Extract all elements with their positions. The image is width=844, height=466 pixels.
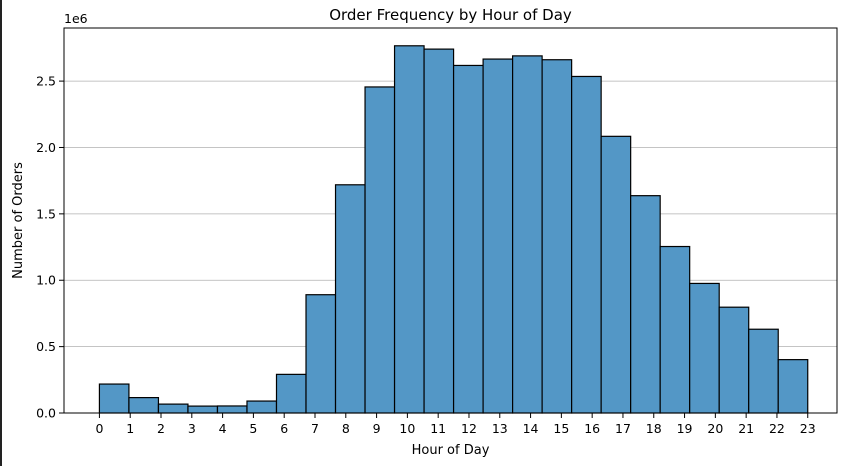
x-tick-label: 22 bbox=[769, 421, 785, 436]
bar-hour-0 bbox=[98, 383, 130, 414]
bar-hour-21 bbox=[718, 306, 750, 414]
bar-hour-22 bbox=[748, 328, 779, 414]
bar-hour-12 bbox=[452, 64, 484, 414]
bar-hour-9 bbox=[364, 86, 396, 414]
x-tick-label: 10 bbox=[399, 421, 415, 436]
y-axis-offset-label: 1e6 bbox=[64, 11, 88, 26]
x-tick-label: 23 bbox=[800, 421, 816, 436]
x-axis-ticks: 0 1 2 3 4 5 6 7 8 9 10 11 12 13 14 15 16 17 18 19 20 21 22 23 bbox=[95, 413, 816, 436]
bars bbox=[98, 45, 809, 414]
plot-frame bbox=[63, 27, 838, 414]
x-tick-label: 0 bbox=[95, 421, 103, 436]
x-tick-label: 12 bbox=[461, 421, 477, 436]
x-tick-label: 17 bbox=[615, 421, 631, 436]
x-tick-label: 7 bbox=[311, 421, 319, 436]
x-tick-label: 19 bbox=[677, 421, 693, 436]
bar-hour-17 bbox=[600, 135, 632, 414]
y-axis-label: Number of Orders bbox=[11, 162, 26, 279]
y-tick-label: 2.0 bbox=[36, 140, 56, 155]
x-tick-label: 16 bbox=[584, 421, 600, 436]
bar-hour-4 bbox=[216, 405, 248, 414]
y-tick-label: 1.0 bbox=[36, 273, 56, 288]
x-tick-label: 3 bbox=[188, 421, 196, 436]
y-tick-label: 1.5 bbox=[36, 206, 56, 221]
bar-hour-2 bbox=[157, 403, 189, 414]
bar-hour-7 bbox=[305, 294, 337, 414]
bar-hour-8 bbox=[334, 184, 366, 414]
y-tick-label: 0.5 bbox=[36, 339, 56, 354]
bar-hour-20 bbox=[689, 282, 720, 414]
x-tick-label: 21 bbox=[738, 421, 754, 436]
bar-hour-10 bbox=[393, 45, 425, 414]
bar-hour-3 bbox=[187, 405, 219, 414]
bar-hour-6 bbox=[275, 373, 307, 414]
bar-hour-5 bbox=[246, 400, 278, 414]
bar-hour-19 bbox=[659, 245, 691, 414]
x-tick-label: 11 bbox=[430, 421, 446, 436]
x-tick-label: 8 bbox=[342, 421, 350, 436]
x-axis-label: Hour of Day bbox=[412, 443, 490, 458]
bar-hour-14 bbox=[512, 55, 543, 414]
x-tick-label: 5 bbox=[249, 421, 257, 436]
y-tick-label: 0.0 bbox=[36, 406, 56, 421]
x-tick-label: 15 bbox=[553, 421, 569, 436]
x-tick-label: 9 bbox=[373, 421, 381, 436]
x-tick-label: 13 bbox=[492, 421, 508, 436]
y-axis-ticks: 0.0 0.5 1.0 1.5 2.0 2.5 bbox=[36, 74, 64, 421]
x-tick-label: 1 bbox=[126, 421, 134, 436]
bar-hour-13 bbox=[482, 58, 514, 414]
x-tick-label: 14 bbox=[523, 421, 539, 436]
figure-edge bbox=[0, 0, 2, 466]
bar-hour-16 bbox=[571, 75, 602, 414]
bar-hour-15 bbox=[541, 59, 573, 414]
bar-hour-1 bbox=[128, 397, 160, 414]
x-tick-label: 18 bbox=[646, 421, 662, 436]
x-tick-label: 2 bbox=[157, 421, 165, 436]
x-tick-label: 4 bbox=[219, 421, 227, 436]
bar-hour-18 bbox=[630, 195, 661, 414]
chart-title: Order Frequency by Hour of Day bbox=[329, 6, 572, 24]
bar-hour-11 bbox=[423, 48, 455, 414]
bar-hour-23 bbox=[777, 359, 809, 414]
x-tick-label: 6 bbox=[280, 421, 288, 436]
y-tick-label: 2.5 bbox=[36, 74, 56, 89]
x-tick-label: 20 bbox=[707, 421, 723, 436]
